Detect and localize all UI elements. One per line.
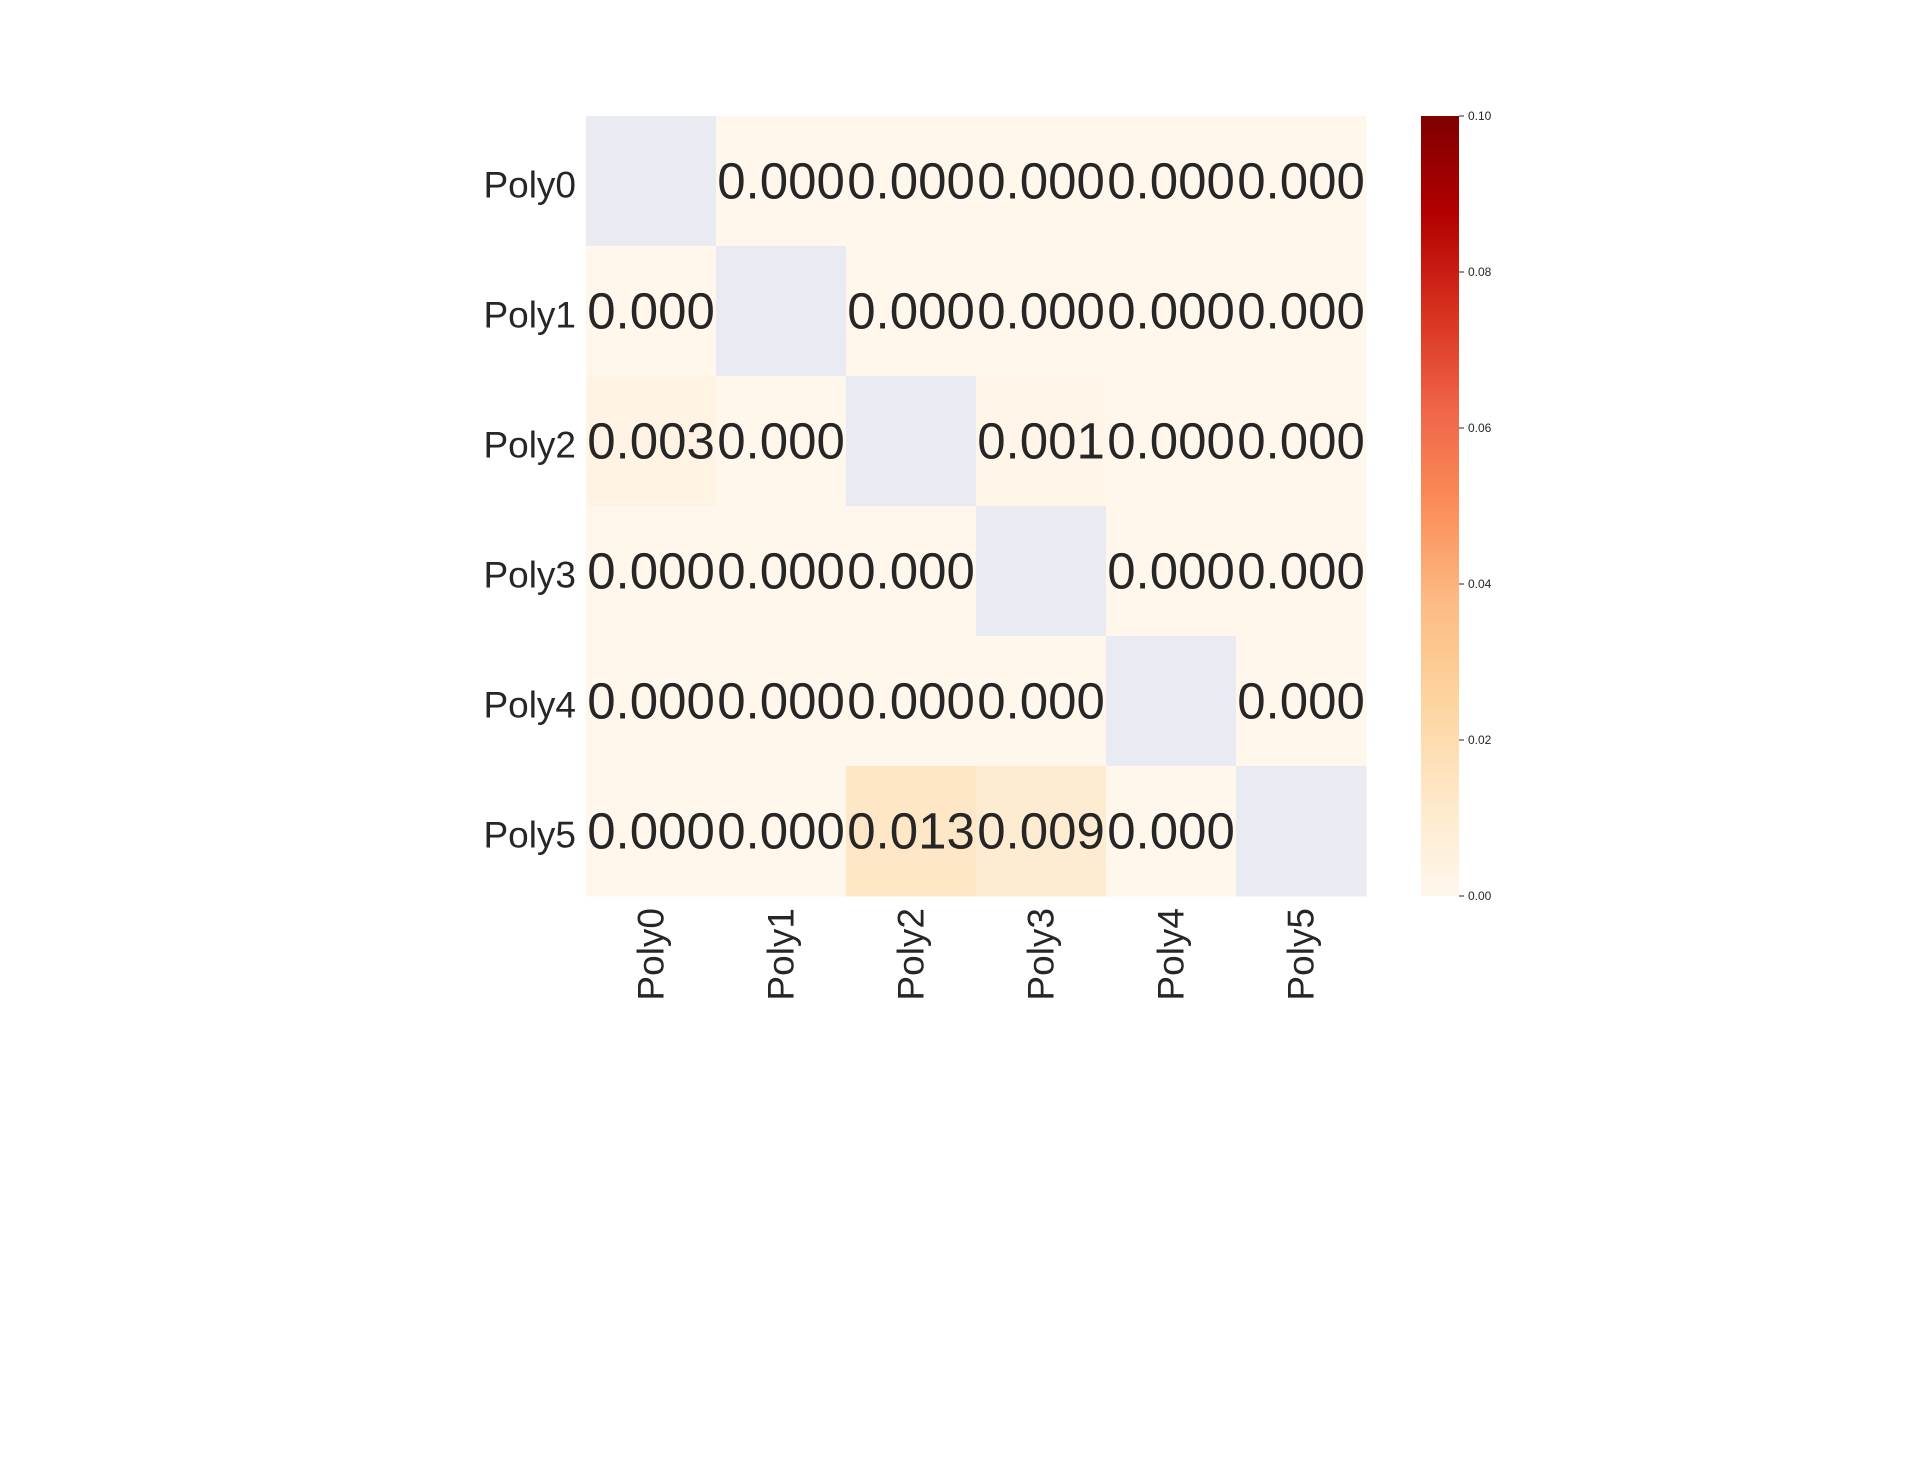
heatmap-cell [846,116,977,247]
heatmap-cells [586,116,1367,897]
y-tick-label: Poly1 [483,295,576,336]
colorbar-ticks: 0.00 0.02 0.04 0.06 0.08 0.10 [1459,109,1492,903]
heatmap-cell-label: 0.000 [847,543,975,600]
heatmap-cell [1236,376,1367,507]
heatmap-cell [716,376,847,507]
heatmap-cell-label: 0.009 [977,803,1105,860]
heatmap-cell [586,766,717,897]
heatmap-cell [846,506,977,637]
x-tick-label: Poly1 [761,908,802,1001]
heatmap-cell-masked [586,116,717,247]
heatmap-cell-masked [1236,766,1367,897]
heatmap-cell [1236,246,1367,377]
heatmap-cell [1106,506,1237,637]
heatmap-cell [1236,116,1367,247]
heatmap-cell [1106,246,1237,377]
colorbar [1421,116,1459,896]
heatmap-cell-masked [1106,636,1237,767]
heatmap-cell [846,766,977,897]
heatmap-cell [976,636,1107,767]
heatmap-cell-label: 0.000 [977,153,1105,210]
heatmap-cell-label: 0.000 [977,673,1105,730]
heatmap-cell [846,636,977,767]
heatmap-cell-label: 0.000 [1107,543,1235,600]
heatmap-cell-label: 0.000 [1237,283,1365,340]
heatmap-cell-label: 0.000 [1237,543,1365,600]
heatmap-cell-label: 0.000 [1237,673,1365,730]
y-tick-label: Poly4 [483,685,576,726]
heatmap-cell-masked [846,376,977,507]
x-tick-label: Poly4 [1151,908,1192,1001]
heatmap-cell [1106,376,1237,507]
heatmap-cell [716,506,847,637]
heatmap-cell-masked [716,246,847,377]
heatmap-cell [976,376,1107,507]
x-tick-label: Poly2 [891,908,932,1001]
heatmap-cell-label: 0.000 [1107,283,1235,340]
heatmap-cell-label: 0.013 [847,803,975,860]
heatmap-cell [586,246,717,377]
heatmap-cell-label: 0.000 [587,803,715,860]
heatmap-cell-label: 0.000 [717,543,845,600]
heatmap-cell-label: 0.000 [717,413,845,470]
heatmap-cell-label: 0.000 [847,153,975,210]
y-axis-tick-labels: Poly0 Poly1 Poly2 Poly3 Poly4 Poly5 [483,165,576,856]
heatmap-cell-label: 0.001 [977,413,1105,470]
x-tick-label: Poly0 [631,908,672,1001]
heatmap-cell [716,116,847,247]
heatmap-cell-label: 0.003 [587,413,715,470]
y-tick-label: Poly5 [483,815,576,856]
heatmap-cell [586,376,717,507]
colorbar-tick-label: 0.06 [1468,421,1492,435]
heatmap-cell-label: 0.000 [1107,803,1235,860]
heatmap-cell-label: 0.000 [1237,413,1365,470]
y-tick-label: Poly2 [483,425,576,466]
heatmap-cell [976,246,1107,377]
colorbar-tick-label: 0.10 [1468,109,1492,123]
colorbar-tick-label: 0.08 [1468,265,1492,279]
x-tick-label: Poly3 [1021,908,1062,1001]
heatmap-cell [1236,506,1367,637]
colorbar-tick-label: 0.02 [1468,733,1492,747]
heatmap-cell [976,766,1107,897]
heatmap-cell-label: 0.000 [717,803,845,860]
heatmap-cell-label: 0.000 [847,283,975,340]
heatmap-cell [1106,116,1237,247]
heatmap-cell-label: 0.000 [587,283,715,340]
heatmap-cell [586,506,717,637]
heatmap-cell [586,636,717,767]
colorbar-tick-label: 0.00 [1468,889,1492,903]
heatmap-cell-label: 0.000 [587,673,715,730]
heatmap-cell-label: 0.000 [587,543,715,600]
x-tick-label: Poly5 [1281,908,1322,1001]
heatmap-cell [1106,766,1237,897]
heatmap-cell-label: 0.000 [847,673,975,730]
heatmap-cell [716,766,847,897]
heatmap-cell [976,116,1107,247]
colorbar-tick-label: 0.04 [1468,577,1492,591]
heatmap-cell-label: 0.000 [717,673,845,730]
heatmap-cell-label: 0.000 [1237,153,1365,210]
y-tick-label: Poly3 [483,555,576,596]
heatmap-cell [1236,636,1367,767]
heatmap-cell-label: 0.000 [1107,153,1235,210]
heatmap-cell-label: 0.000 [717,153,845,210]
y-tick-label: Poly0 [483,165,576,206]
heatmap-cell-masked [976,506,1107,637]
heatmap-cell [846,246,977,377]
x-axis-tick-labels: Poly0 Poly1 Poly2 Poly3 Poly4 Poly5 [631,908,1322,1001]
heatmap-cell [716,636,847,767]
heatmap-cell-label: 0.000 [1107,413,1235,470]
heatmap-cell-label: 0.000 [977,283,1105,340]
